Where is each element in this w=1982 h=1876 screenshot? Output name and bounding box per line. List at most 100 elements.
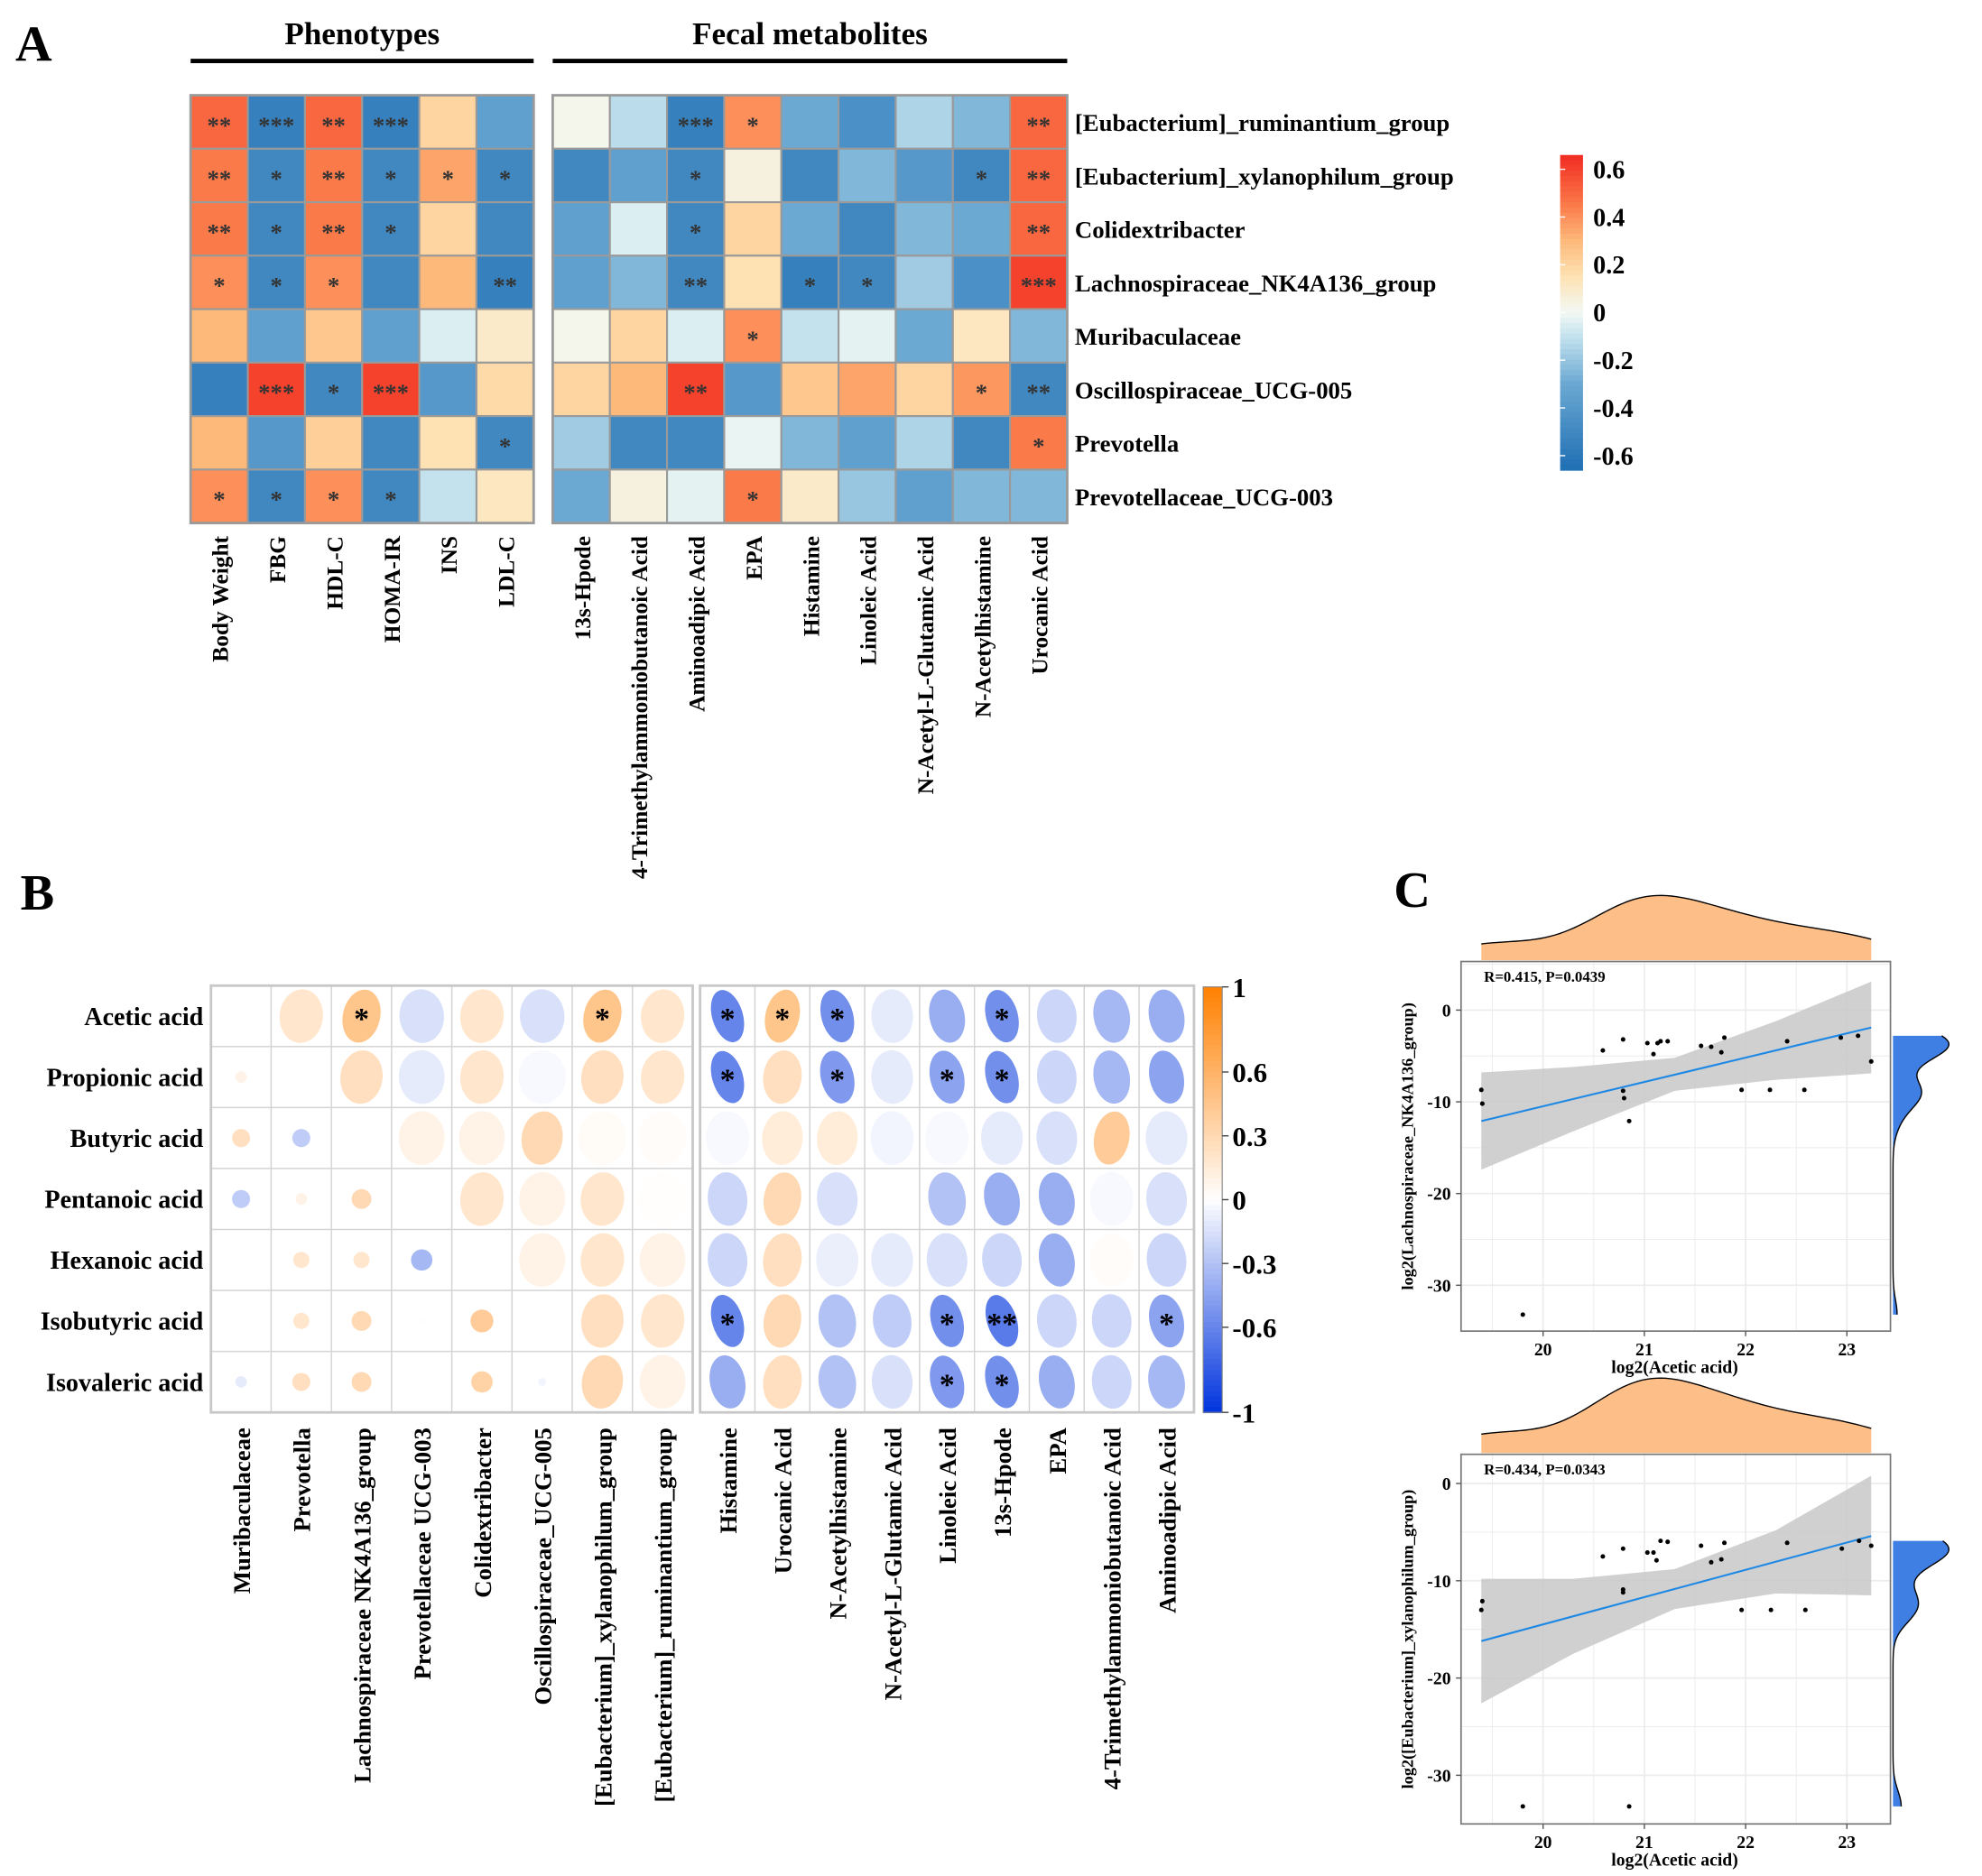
data-point [1665, 1539, 1671, 1545]
significance-stars: ** [208, 218, 232, 245]
heatmap-cell [838, 147, 897, 204]
y-tick-label: -30 [1427, 1766, 1450, 1786]
heatmap-cell [780, 415, 840, 471]
colorbar-tick-label: 1 [1232, 972, 1246, 1003]
significance-stars: * [690, 218, 701, 245]
correlation-ellipse [871, 989, 913, 1043]
correlation-ellipse [871, 1354, 913, 1409]
scatter-plot: 20 21 22 23 0 -10 -20 -30 log2(Acetic acid) log2(… [1398, 1377, 1950, 1871]
row-label: Colidextribacter [1075, 217, 1246, 244]
x-axis-title: log2(Acetic acid) [1611, 1358, 1738, 1378]
row-label: Muribaculaceae [1075, 323, 1241, 350]
correlation-ellipse [641, 1294, 685, 1348]
colorbar-segment [1203, 1370, 1223, 1376]
colorbar-segment [1560, 270, 1583, 277]
grid-cell [450, 1228, 514, 1291]
heatmap-cell [361, 415, 421, 471]
colorbar-segment [1560, 318, 1583, 324]
colorbar-segment [1560, 454, 1583, 461]
heatmap-cell [475, 308, 535, 364]
heatmap-cell [838, 468, 897, 524]
colorbar-segment [1203, 1194, 1223, 1201]
correlation-ellipse [1038, 1233, 1075, 1287]
correlation-ellipse [926, 1233, 968, 1288]
significance-stars: ** [683, 379, 708, 406]
data-point [1868, 1543, 1874, 1548]
data-point [1767, 1087, 1773, 1093]
heatmap-cell [780, 94, 840, 150]
correlation-ellipse [763, 1172, 801, 1226]
heatmap-cell [894, 415, 954, 471]
significance-stars: * [940, 1369, 955, 1402]
correlation-ellipse [710, 990, 745, 1042]
panel-a-heatmap: Phenotypes** *** ** ***** * ** * * *** * ** ** * * ***… [189, 16, 1634, 879]
significance-stars: * [829, 1064, 845, 1097]
colorbar-segment [1203, 1087, 1223, 1095]
column-label: Oscillospiraceae_UCG-005 [530, 1428, 557, 1705]
block-border [699, 984, 1196, 1414]
correlation-ellipse [458, 1111, 505, 1165]
significance-stars: ** [208, 112, 232, 139]
heatmap-cell [780, 308, 840, 364]
heatmap-cell [780, 361, 840, 418]
colorbar-segment [1203, 1093, 1223, 1100]
colorbar-segment [1560, 459, 1583, 466]
column-label: LDL-C [494, 536, 519, 607]
panel-letter-c: C [1394, 863, 1431, 919]
colorbar-segment [1203, 1178, 1223, 1185]
heatmap-cell [838, 94, 897, 150]
column-label: [Eubacterium]_xylanophilum_group [589, 1428, 616, 1807]
colorbar-segment [1560, 154, 1583, 162]
colorbar-segment [1560, 223, 1583, 230]
colorbar-segment [1560, 291, 1583, 298]
colorbar-segment [1560, 328, 1583, 335]
data-point [1722, 1540, 1727, 1546]
heatmap-cell [780, 147, 840, 204]
colorbar-segment [1203, 1215, 1223, 1222]
colorbar-segment [1560, 375, 1583, 382]
correlation-ellipse [873, 1294, 912, 1348]
colorbar-segment [1203, 1172, 1223, 1179]
heatmap-cell [666, 308, 726, 364]
row-label: [Eubacterium]_xylanophilum_group [1075, 162, 1454, 189]
significance-stars: *** [258, 112, 294, 139]
colorbar-segment [1560, 443, 1583, 450]
column-label: Urocanic Acid [1028, 536, 1053, 675]
data-point [1644, 1040, 1650, 1046]
colorbar-segment [1203, 1098, 1223, 1105]
colorbar-segment [1560, 186, 1583, 193]
heatmap-cell [418, 254, 477, 310]
heatmap-cell [303, 308, 364, 364]
colorbar-tick-label: 0.2 [1593, 252, 1625, 280]
data-point [1626, 1118, 1632, 1123]
significance-stars: * [499, 432, 511, 459]
significance-stars: * [499, 165, 511, 192]
data-point [1718, 1049, 1724, 1055]
x-density-outline [1481, 1377, 1872, 1435]
colorbar-segment [1203, 1023, 1223, 1030]
significance-stars: ** [208, 165, 232, 192]
significance-stars: *** [373, 379, 409, 406]
confidence-band [1481, 981, 1872, 1170]
significance-stars: *** [1021, 273, 1057, 300]
significance-stars: * [861, 273, 873, 300]
row-label: Acetic acid [84, 1003, 203, 1031]
colorbar-segment [1203, 1269, 1223, 1275]
correlation-ellipse [518, 1049, 566, 1104]
heatmap-cell [1009, 308, 1069, 364]
heatmap-cell [780, 201, 840, 257]
significance-stars: * [595, 1003, 610, 1036]
colorbar-segment [1203, 986, 1223, 993]
significance-stars: * [328, 379, 339, 406]
correlation-ellipse [1093, 1050, 1131, 1104]
correlation-ellipse [870, 1111, 914, 1165]
colorbar-segment [1203, 1385, 1223, 1392]
colorbar-segment [1203, 1130, 1223, 1137]
colorbar-segment [1203, 1183, 1223, 1190]
correlation-ellipse [980, 1111, 1023, 1165]
x-tick-label: 23 [1838, 1340, 1856, 1360]
heatmap-cell [608, 468, 669, 524]
grid-cell [511, 1289, 573, 1353]
correlation-ellipse [1146, 1233, 1187, 1287]
grid-cell [210, 1289, 273, 1353]
